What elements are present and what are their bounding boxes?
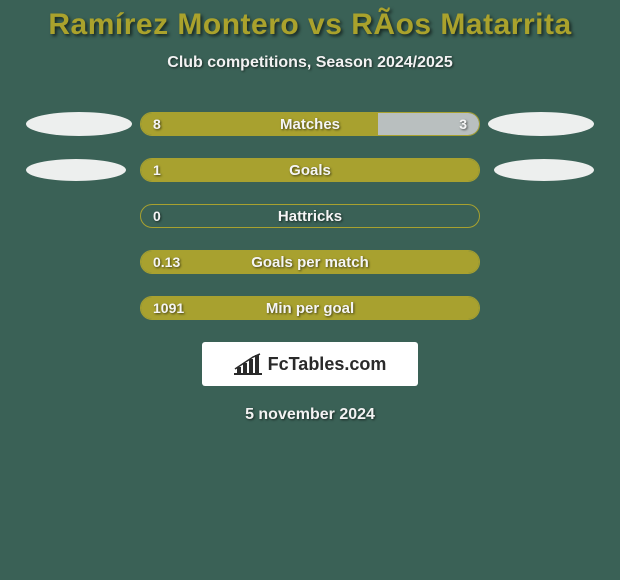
stat-row: 0Hattricks <box>0 204 620 228</box>
left-ellipse <box>26 112 132 136</box>
left-indicator-slot <box>20 159 140 181</box>
left-indicator-slot <box>20 112 140 136</box>
stat-label: Hattricks <box>141 208 479 225</box>
logo-text: FcTables.com <box>268 354 387 375</box>
stat-row: 0.13Goals per match <box>0 250 620 274</box>
right-ellipse <box>494 159 594 181</box>
stat-bar: 83Matches <box>140 112 480 136</box>
right-indicator-slot <box>480 159 600 181</box>
page-title: Ramírez Montero vs RÃ­os Matarrita <box>0 0 620 42</box>
stat-row: 83Matches <box>0 112 620 136</box>
logo-box: FcTables.com <box>202 342 418 386</box>
stat-bar: 1Goals <box>140 158 480 182</box>
stat-label: Min per goal <box>141 300 479 317</box>
comparison-infographic: Ramírez Montero vs RÃ­os Matarrita Club … <box>0 0 620 580</box>
right-ellipse <box>488 112 594 136</box>
stat-bar: 0.13Goals per match <box>140 250 480 274</box>
stat-row: 1Goals <box>0 158 620 182</box>
stat-bar: 1091Min per goal <box>140 296 480 320</box>
bar-chart-icon <box>234 353 262 375</box>
date-text: 5 november 2024 <box>0 406 620 424</box>
stat-label: Goals per match <box>141 254 479 271</box>
left-ellipse <box>26 159 126 181</box>
right-indicator-slot <box>480 112 600 136</box>
stat-label: Matches <box>141 116 479 133</box>
stat-label: Goals <box>141 162 479 179</box>
subtitle: Club competitions, Season 2024/2025 <box>0 54 620 72</box>
stat-row: 1091Min per goal <box>0 296 620 320</box>
stat-rows: 83Matches 1Goals 0Hattricks 0.13Goals per m… <box>0 112 620 320</box>
stat-bar: 0Hattricks <box>140 204 480 228</box>
